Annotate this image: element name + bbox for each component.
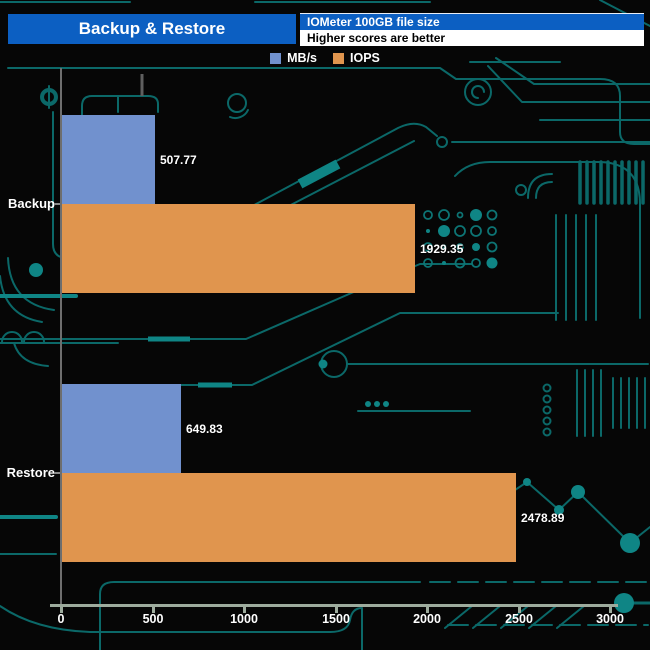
bar-restore-iops: [62, 473, 516, 562]
x-tick-0: [60, 606, 63, 613]
value-label-backup-iops: 1929.35: [420, 242, 464, 256]
x-tick-500: [152, 606, 155, 613]
chart-title-bar: Backup & Restore: [8, 14, 296, 44]
x-tick-label-1000: 1000: [230, 612, 258, 626]
bar-backup-mb-s: [62, 115, 155, 204]
legend-swatch-iops-icon: [333, 52, 344, 64]
legend-item-iops: IOPS: [333, 51, 380, 65]
legend-label-mb-s: MB/s: [287, 51, 317, 65]
chart-info-box: IOMeter 100GB file size Higher scores ar…: [300, 13, 644, 46]
category-label-restore: Restore: [6, 465, 55, 480]
bar-restore-mb-s: [62, 384, 181, 473]
info-note: Higher scores are better: [300, 30, 644, 46]
y-axis-line: [60, 68, 62, 606]
x-tick-label-3000: 3000: [596, 612, 624, 626]
info-subtitle: IOMeter 100GB file size: [300, 13, 644, 30]
bar-backup-iops: [62, 204, 415, 293]
x-tick-2500: [518, 606, 521, 613]
category-tick-backup: [54, 203, 60, 205]
x-tick-label-0: 0: [57, 612, 65, 626]
x-tick-label-1500: 1500: [322, 612, 350, 626]
category-tick-restore: [54, 472, 60, 474]
x-tick-3000: [609, 606, 612, 613]
chart-title: Backup & Restore: [78, 19, 226, 38]
chart-legend: MB/s IOPS: [0, 51, 650, 65]
x-tick-label-500: 500: [142, 612, 164, 626]
value-label-backup-mb-s: 507.77: [160, 153, 197, 167]
x-tick-2000: [426, 606, 429, 613]
legend-label-iops: IOPS: [350, 51, 380, 65]
x-tick-1500: [335, 606, 338, 613]
x-tick-label-2000: 2000: [413, 612, 441, 626]
value-label-restore-mb-s: 649.83: [186, 422, 223, 436]
category-label-backup: Backup: [8, 196, 55, 211]
x-axis-line: [50, 604, 618, 607]
value-label-restore-iops: 2478.89: [521, 511, 565, 525]
legend-swatch-mb-s-icon: [270, 52, 282, 64]
legend-item-mb-s: MB/s: [270, 51, 317, 65]
x-tick-1000: [243, 606, 246, 613]
x-tick-label-2500: 2500: [505, 612, 533, 626]
